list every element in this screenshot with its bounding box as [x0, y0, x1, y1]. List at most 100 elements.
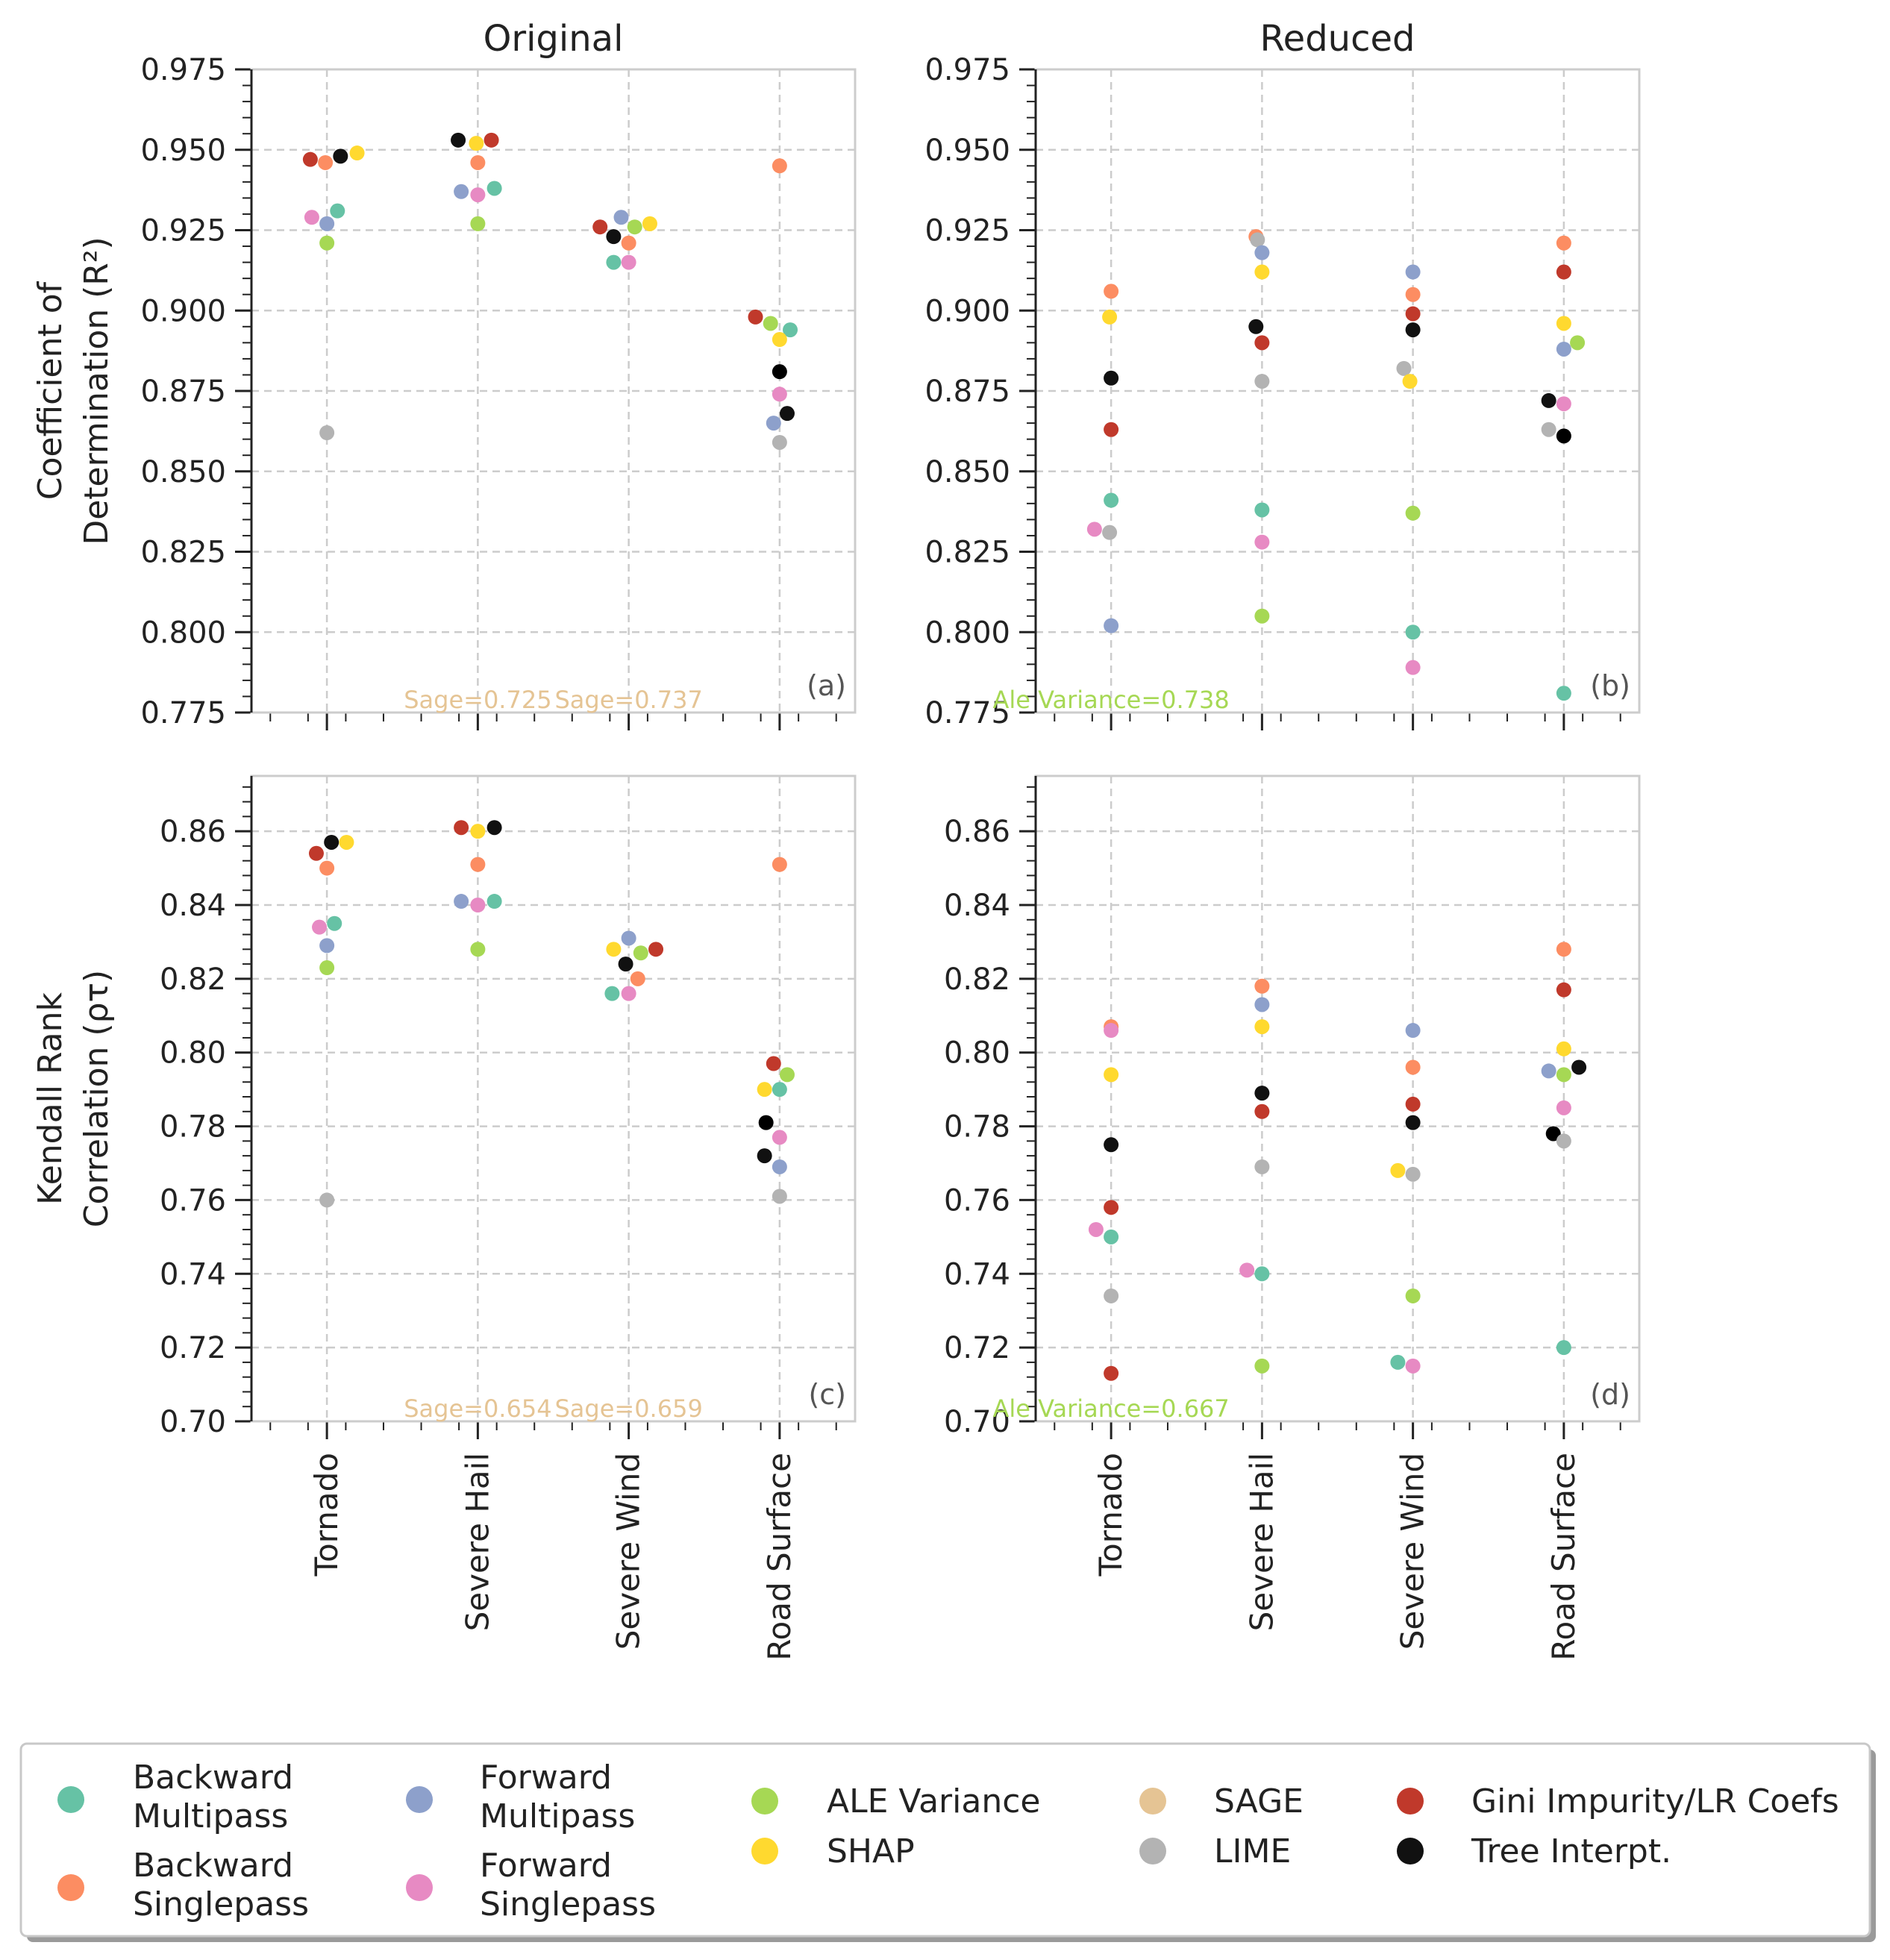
data-point [604, 986, 620, 1001]
data-point [1254, 1159, 1270, 1174]
data-point [1102, 309, 1118, 325]
data-point [1556, 316, 1571, 331]
y-tick-label: 0.78 [160, 1110, 226, 1145]
y-tick-label: 0.900 [140, 294, 226, 328]
data-point [1086, 522, 1102, 537]
data-point [486, 820, 502, 836]
data-point [1556, 396, 1571, 412]
data-point [349, 145, 365, 161]
data-point [606, 229, 622, 245]
legend-marker [751, 1788, 778, 1815]
data-point [484, 132, 499, 148]
data-point [1405, 624, 1421, 640]
off-scale-annotation: Sage=0.725 [404, 686, 551, 714]
data-point [1254, 335, 1270, 351]
data-point [319, 960, 335, 976]
y-tick-label: 0.74 [944, 1257, 1010, 1291]
legend-label: Multipass [133, 1797, 288, 1835]
off-scale-annotation: Sage=0.654 [404, 1394, 551, 1423]
legend-marker [1397, 1788, 1424, 1815]
data-point [1405, 306, 1421, 322]
data-point [1405, 1096, 1421, 1112]
data-point [1104, 1229, 1119, 1244]
data-point [1254, 374, 1270, 389]
data-point [772, 386, 787, 402]
data-point [592, 219, 608, 235]
data-point [1104, 1023, 1119, 1039]
data-point [758, 1115, 774, 1130]
data-point [1102, 525, 1118, 540]
off-scale-annotation: Sage=0.737 [554, 686, 702, 714]
data-point [1405, 287, 1421, 302]
legend-marker [1139, 1788, 1166, 1815]
data-point [1104, 422, 1119, 437]
data-point [1254, 1266, 1270, 1282]
y-tick-label: 0.775 [140, 696, 226, 730]
y-axis-label: Correlation (ρτ) [78, 970, 116, 1227]
data-point [618, 956, 633, 972]
data-point [766, 416, 781, 431]
y-tick-label: 0.82 [160, 962, 226, 997]
y-tick-label: 0.76 [944, 1183, 1010, 1218]
data-point [486, 894, 502, 909]
data-point [302, 151, 318, 167]
data-point [1405, 1059, 1421, 1075]
data-point [1541, 392, 1556, 408]
data-point [621, 235, 636, 251]
off-scale-annotation: Ale Variance=0.667 [992, 1394, 1229, 1423]
data-point [319, 216, 335, 231]
y-tick-label: 0.900 [924, 294, 1010, 328]
data-point [1248, 319, 1264, 334]
data-point [1104, 1365, 1119, 1381]
panel-b: 0.975 0.950 0.925 0.900 0.875 0.850 0.825 0.800… [924, 18, 1641, 730]
legend-label: SHAP [827, 1832, 915, 1870]
data-point [470, 187, 486, 203]
y-tick-label: 0.850 [140, 455, 226, 489]
data-point [1239, 1262, 1255, 1278]
off-scale-annotation: Sage=0.659 [554, 1394, 702, 1423]
data-point [470, 824, 486, 839]
data-point [766, 1056, 781, 1071]
data-point [1104, 492, 1119, 508]
data-point [312, 919, 328, 935]
data-point [327, 915, 342, 931]
legend-label: Backward [133, 1759, 293, 1797]
data-point [763, 316, 778, 331]
data-point [621, 986, 636, 1001]
legend-label: Singlepass [133, 1885, 309, 1923]
x-tick-label: Severe Wind [1395, 1453, 1431, 1650]
y-tick-label: 0.825 [140, 536, 226, 570]
data-point [772, 332, 787, 348]
data-point [621, 930, 636, 946]
data-point [1254, 1019, 1270, 1035]
panel-a: 0.975 0.950 0.925 0.900 0.875 0.850 0.825 0.800… [31, 18, 857, 730]
data-point [1254, 264, 1270, 280]
data-point [319, 1192, 335, 1208]
legend-item: ALE Variance [751, 1782, 1040, 1820]
y-tick-label: 0.80 [160, 1036, 226, 1071]
data-point [1254, 245, 1270, 260]
data-point [1556, 264, 1571, 280]
data-point [1254, 1358, 1270, 1374]
data-point [1405, 322, 1421, 338]
legend-marker [57, 1786, 84, 1813]
y-axis-label: Determination (R²) [78, 237, 116, 545]
data-point [1570, 335, 1586, 351]
legend-marker [406, 1786, 433, 1813]
data-point [1254, 502, 1270, 518]
data-point [1405, 1288, 1421, 1303]
data-point [1104, 1200, 1119, 1215]
y-tick-label: 0.925 [924, 214, 1010, 248]
y-tick-label: 0.72 [944, 1331, 1010, 1365]
data-point [1104, 1288, 1119, 1303]
data-point [1556, 1067, 1571, 1083]
data-point [1571, 1059, 1587, 1075]
x-tick-label: Severe Hail [459, 1453, 495, 1631]
data-point [757, 1148, 772, 1164]
x-tick-label: Severe Wind [610, 1453, 647, 1650]
data-point [1390, 1354, 1406, 1370]
data-point [772, 1159, 787, 1174]
legend: BackwardMultipassBackwardSinglepassForwa… [19, 1742, 1876, 1942]
y-tick-label: 0.70 [944, 1405, 1010, 1439]
data-point [757, 1082, 772, 1098]
